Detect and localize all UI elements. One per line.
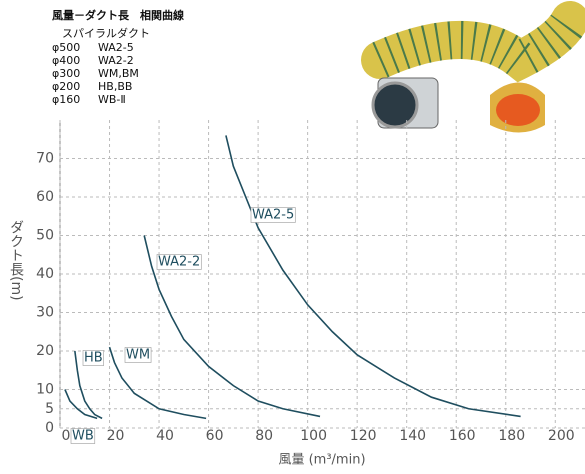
y-tick-label: 0 — [45, 420, 54, 436]
product-image — [361, 1, 585, 133]
label-box — [70, 428, 96, 444]
spec-size: φ160 — [52, 93, 80, 106]
y-tick-label: 30 — [36, 305, 54, 321]
subtitle: スパイラルダクト — [62, 26, 150, 40]
y-tick-label: 5 — [45, 401, 54, 417]
label-box — [156, 254, 202, 270]
curve-label: WA2-2 — [158, 255, 200, 270]
x-tick-label: 180 — [498, 428, 525, 444]
x-tick-label: 120 — [350, 428, 377, 444]
x-tick-label: 160 — [449, 428, 476, 444]
spec-size: φ200 — [52, 80, 80, 93]
spec-size: φ300 — [52, 67, 80, 80]
spec-model: HB,BB — [98, 80, 132, 93]
y-tick-label: 60 — [36, 189, 54, 205]
x-tick-label: 60 — [206, 428, 224, 444]
x-tick-label: 80 — [255, 428, 273, 444]
label-box — [124, 347, 152, 363]
x-tick-label: 0 — [62, 428, 71, 444]
spec-model: WM,BM — [98, 67, 139, 80]
curve-label: HB — [84, 351, 103, 366]
curve — [225, 135, 521, 418]
label-box — [82, 350, 105, 366]
y-tick-label: 50 — [36, 228, 54, 244]
x-tick-label: 40 — [156, 428, 174, 444]
x-tick-label: 100 — [300, 428, 327, 444]
x-tick-label: 20 — [107, 428, 125, 444]
spec-model: WA2-5 — [98, 41, 134, 54]
y-tick-label: 40 — [36, 266, 54, 282]
y-tick-label: 70 — [36, 151, 54, 167]
spec-size: φ400 — [52, 54, 80, 67]
spec-model: WB-Ⅱ — [98, 93, 126, 106]
curve-label: WA2-5 — [252, 208, 294, 223]
y-axis-label: ダクト長(m) — [8, 220, 24, 301]
label-box — [250, 207, 296, 223]
curve-label: WM — [126, 348, 150, 363]
x-axis-label: 風量 (m³/min) — [278, 453, 365, 468]
x-tick-label: 200 — [548, 428, 575, 444]
curve — [143, 235, 321, 418]
x-tick-label: 140 — [399, 428, 426, 444]
curve — [74, 350, 103, 420]
y-tick-label: 10 — [36, 382, 54, 398]
curve-label: WB — [72, 429, 94, 444]
y-tick-label: 20 — [36, 343, 54, 359]
spec-size: φ500 — [52, 41, 80, 54]
curve — [64, 389, 98, 420]
curve — [108, 346, 207, 420]
chart-title: 風量－ダクト長 相関曲線 — [52, 8, 184, 22]
spec-model: WA2-2 — [98, 54, 134, 67]
